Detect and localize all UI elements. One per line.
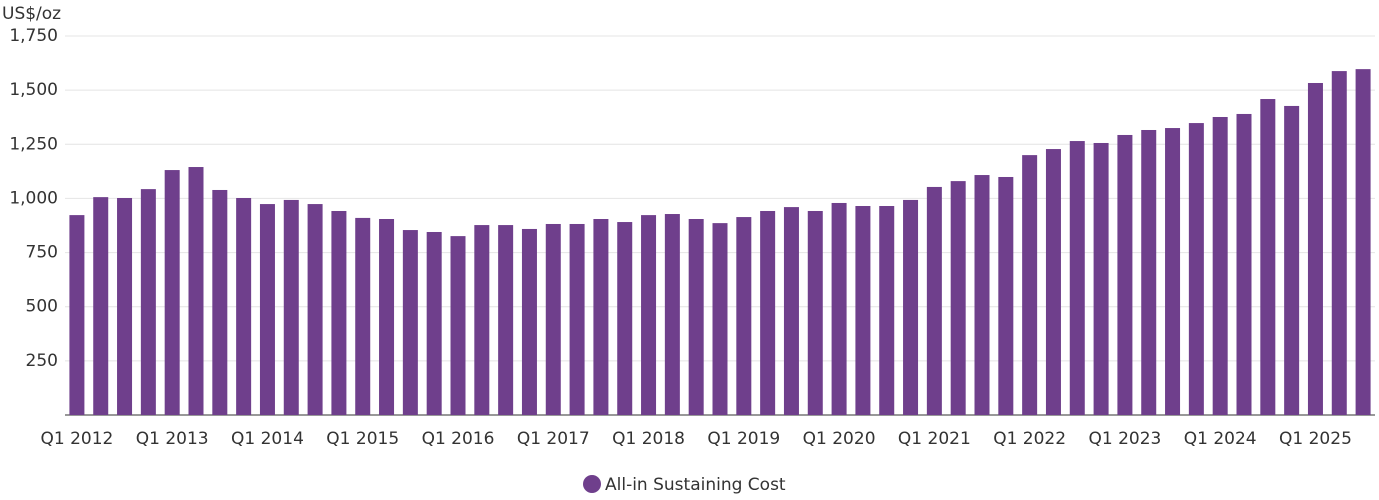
bar xyxy=(1331,71,1347,416)
y-tick-label: 1,250 xyxy=(9,134,58,154)
bar xyxy=(664,214,680,415)
bar xyxy=(641,215,657,415)
bar xyxy=(355,217,371,415)
bar xyxy=(545,223,561,415)
x-tick-label: Q1 2023 xyxy=(1088,429,1161,449)
bar xyxy=(831,202,847,415)
x-tick-label: Q1 2015 xyxy=(326,429,399,449)
bar xyxy=(93,197,109,415)
legend-marker xyxy=(583,475,601,493)
y-tick-label: 1,500 xyxy=(9,80,58,100)
y-axis-label: US$/oz xyxy=(2,4,61,24)
bar xyxy=(783,207,799,415)
bar xyxy=(1212,116,1228,415)
bar xyxy=(1117,134,1133,415)
bar xyxy=(69,215,85,415)
bar xyxy=(236,197,252,415)
bar xyxy=(1093,142,1109,416)
bar xyxy=(1045,149,1061,415)
bar xyxy=(402,230,418,415)
x-tick-label: Q1 2012 xyxy=(40,429,113,449)
bar xyxy=(688,219,704,415)
bar xyxy=(521,228,537,415)
bar xyxy=(1069,141,1085,415)
bar xyxy=(1188,123,1204,416)
bar xyxy=(307,204,323,415)
bar xyxy=(998,176,1014,415)
x-tick-label: Q1 2016 xyxy=(422,429,495,449)
bar xyxy=(1022,155,1038,415)
y-tick-label: 1,750 xyxy=(9,26,58,46)
bar xyxy=(974,175,990,415)
y-tick-label: 500 xyxy=(26,297,58,317)
bar xyxy=(498,225,514,415)
bar xyxy=(593,219,609,415)
bar xyxy=(212,189,228,415)
bar xyxy=(903,199,919,415)
bar xyxy=(807,210,823,415)
bar xyxy=(760,210,776,415)
x-tick-label: Q1 2022 xyxy=(993,429,1066,449)
bar xyxy=(1141,129,1157,415)
bar xyxy=(164,170,180,415)
bar xyxy=(1355,69,1371,415)
y-tick-label: 750 xyxy=(26,243,58,263)
legend-label: All-in Sustaining Cost xyxy=(605,475,786,495)
bar xyxy=(926,186,942,415)
bar xyxy=(879,206,895,415)
bar xyxy=(950,181,966,415)
x-tick-label: Q1 2021 xyxy=(898,429,971,449)
bar xyxy=(259,204,275,415)
bar xyxy=(1307,82,1323,415)
bar xyxy=(379,219,395,415)
bar xyxy=(1165,128,1181,416)
x-tick-label: Q1 2024 xyxy=(1184,429,1257,449)
bar xyxy=(283,199,299,415)
bar xyxy=(1284,105,1300,415)
x-tick-label: Q1 2020 xyxy=(803,429,876,449)
x-tick-label: Q1 2014 xyxy=(231,429,304,449)
bar xyxy=(188,167,204,415)
y-tick-label: 250 xyxy=(26,351,58,371)
bar xyxy=(1236,113,1252,416)
bar xyxy=(331,210,347,415)
x-tick-label: Q1 2017 xyxy=(517,429,590,449)
bar xyxy=(474,225,490,415)
bar xyxy=(569,223,585,415)
bar xyxy=(736,217,752,415)
x-tick-label: Q1 2025 xyxy=(1279,429,1352,449)
x-tick-label: Q1 2018 xyxy=(612,429,685,449)
bar xyxy=(117,197,133,415)
bar xyxy=(712,223,728,415)
bar xyxy=(617,222,633,415)
bar xyxy=(140,189,156,415)
x-tick-label: Q1 2013 xyxy=(136,429,209,449)
x-tick-label: Q1 2019 xyxy=(707,429,780,449)
y-tick-label: 1,000 xyxy=(9,188,58,208)
bar xyxy=(426,231,442,415)
bar xyxy=(450,236,466,415)
bar xyxy=(855,206,871,415)
bar xyxy=(1260,99,1276,416)
